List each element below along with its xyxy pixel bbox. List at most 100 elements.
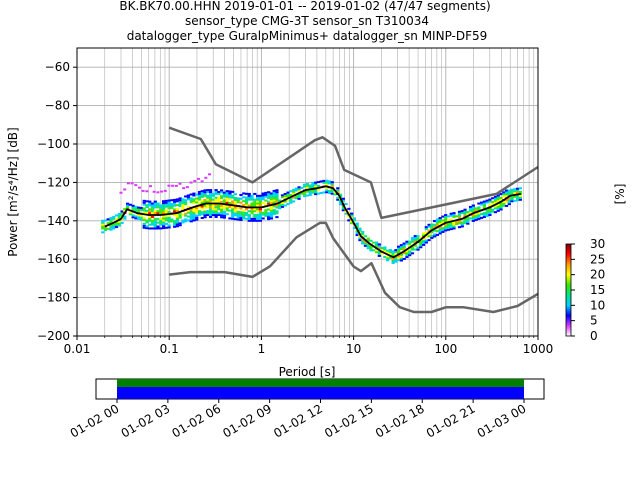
density-cell bbox=[507, 199, 511, 202]
density-cell bbox=[394, 258, 398, 261]
density-cell bbox=[247, 210, 251, 213]
density-cell bbox=[305, 194, 309, 197]
density-cell bbox=[399, 247, 404, 250]
density-cell bbox=[391, 250, 395, 253]
y-axis-ticks: −60 −80 −100 −120 −140 −160 −180 −200 bbox=[37, 60, 77, 343]
density-cell bbox=[419, 240, 423, 243]
density-cell bbox=[516, 187, 520, 190]
y-tick-label: −80 bbox=[45, 99, 70, 113]
density-cell bbox=[305, 190, 309, 193]
density-cell bbox=[438, 232, 442, 235]
density-cell bbox=[471, 219, 475, 222]
density-cell bbox=[253, 215, 257, 218]
density-cell bbox=[283, 192, 287, 195]
density-cell bbox=[347, 219, 351, 222]
density-cell bbox=[233, 200, 238, 203]
density-cell bbox=[303, 183, 307, 186]
density-cell bbox=[269, 205, 274, 208]
density-cell bbox=[145, 211, 149, 214]
density-cell bbox=[242, 196, 246, 199]
density-cell bbox=[496, 200, 500, 203]
density-cell bbox=[167, 214, 171, 217]
density-cell bbox=[435, 224, 439, 227]
density-cell bbox=[510, 198, 514, 201]
density-cell bbox=[269, 194, 274, 197]
density-cell bbox=[507, 193, 511, 196]
density-cell bbox=[233, 212, 238, 215]
density-cell bbox=[231, 202, 235, 205]
density-cell bbox=[463, 222, 467, 225]
density-cell bbox=[258, 204, 262, 207]
density-cell bbox=[267, 193, 271, 196]
coverage-tick-label: 01-02 21 bbox=[424, 401, 478, 440]
density-cell bbox=[397, 259, 401, 262]
density-cell bbox=[272, 191, 276, 194]
density-cell bbox=[446, 226, 451, 229]
density-cell bbox=[214, 206, 218, 209]
density-cell bbox=[148, 223, 152, 226]
density-cell bbox=[325, 189, 329, 192]
density-cell bbox=[336, 198, 340, 201]
density-cell bbox=[452, 215, 456, 218]
density-cell bbox=[460, 225, 464, 228]
density-cell bbox=[269, 200, 274, 203]
density-cell bbox=[228, 198, 232, 201]
density-cell bbox=[148, 215, 152, 218]
density-cell bbox=[413, 244, 417, 247]
density-cell bbox=[123, 215, 127, 218]
density-cell bbox=[185, 186, 189, 189]
density-cell bbox=[272, 211, 276, 214]
density-cell bbox=[267, 216, 271, 219]
density-cell bbox=[145, 209, 149, 212]
density-cell bbox=[153, 204, 157, 207]
density-cell bbox=[452, 214, 456, 217]
density-cell bbox=[167, 207, 171, 210]
density-cell bbox=[217, 198, 221, 201]
density-cell bbox=[161, 215, 166, 218]
density-cell bbox=[178, 197, 182, 200]
density-cell bbox=[457, 210, 462, 213]
density-cell bbox=[175, 215, 179, 218]
density-cell bbox=[518, 191, 522, 194]
density-cell bbox=[297, 188, 301, 191]
density-cell bbox=[278, 203, 282, 206]
density-cell bbox=[258, 196, 262, 199]
density-cell bbox=[233, 214, 238, 217]
density-cell bbox=[402, 244, 406, 247]
density-cell bbox=[444, 227, 448, 230]
density-cell bbox=[137, 210, 141, 213]
density-cell bbox=[416, 237, 420, 240]
density-cell bbox=[327, 191, 332, 194]
density-cell bbox=[197, 194, 202, 197]
density-cell bbox=[350, 222, 354, 225]
density-cell bbox=[491, 201, 495, 204]
density-cell bbox=[275, 198, 279, 201]
density-cell bbox=[225, 197, 229, 200]
density-cell bbox=[192, 200, 196, 203]
density-cell bbox=[289, 194, 293, 197]
density-cell bbox=[214, 210, 218, 213]
density-cell bbox=[416, 246, 420, 249]
density-cell bbox=[200, 213, 204, 216]
density-cell bbox=[471, 216, 475, 219]
density-cell bbox=[463, 218, 467, 221]
density-cell bbox=[286, 195, 290, 198]
density-cell bbox=[145, 204, 149, 207]
density-cell bbox=[289, 190, 293, 193]
density-cell bbox=[153, 223, 157, 226]
density-cell bbox=[236, 216, 240, 219]
density-cell bbox=[123, 188, 127, 191]
colorbar-tick-label: 0 bbox=[590, 329, 598, 343]
x-tick-label: 10 bbox=[346, 342, 361, 356]
density-cell bbox=[184, 220, 188, 223]
density-cell bbox=[220, 191, 224, 194]
density-cell bbox=[424, 228, 428, 231]
density-cell bbox=[388, 250, 392, 253]
density-cell bbox=[242, 200, 246, 203]
density-cell bbox=[159, 217, 163, 220]
density-cell bbox=[482, 212, 487, 215]
density-cell bbox=[280, 196, 285, 199]
density-cell bbox=[286, 193, 290, 196]
density-cell bbox=[161, 204, 166, 207]
